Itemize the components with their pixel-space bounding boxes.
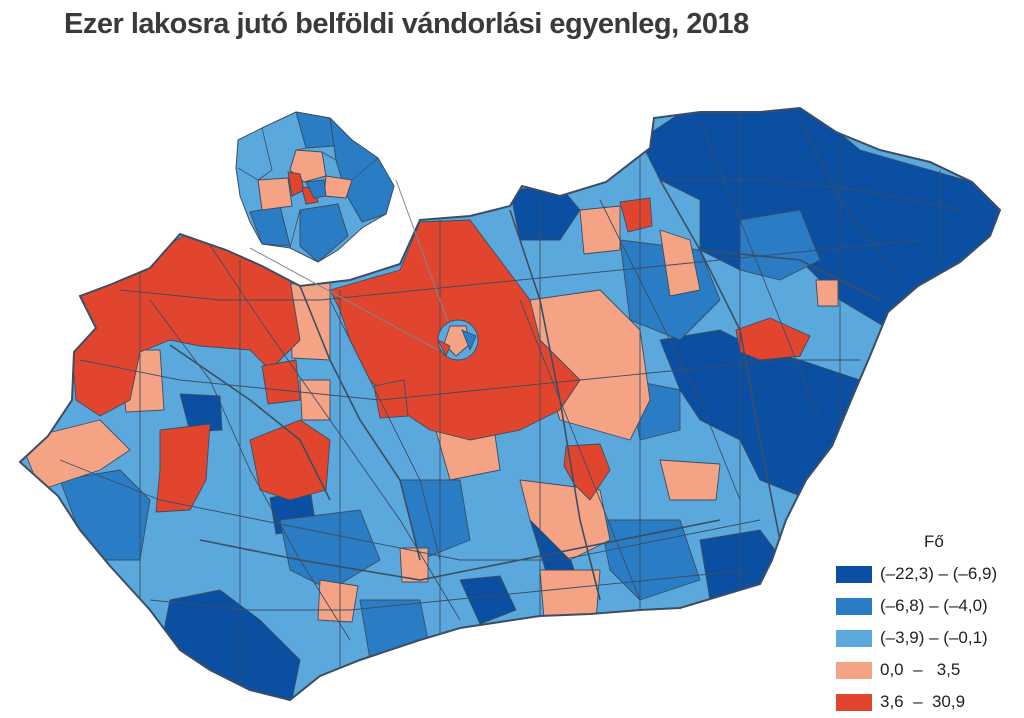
budapest-inset-borders: [237, 127, 379, 249]
district-red-szeged: [563, 443, 611, 501]
district-region-s: [459, 575, 517, 625]
budapest-inset: [235, 111, 395, 263]
district-mid-5: [599, 519, 701, 601]
legend-item: 3,6 – 30,9: [836, 686, 1016, 718]
legend-label: (–22,3) – (–6,9): [880, 564, 998, 583]
budapest-cluster: [437, 319, 479, 361]
district-salmon-9: [659, 459, 721, 501]
district-red-mid2: [261, 359, 301, 405]
budapest-inset-north: [295, 111, 335, 149]
legend-title: Fő: [924, 532, 944, 551]
legend-item: (–3,9) – (–0,1): [836, 622, 1016, 654]
legend-item: 0,0 – 3,5: [836, 654, 1016, 686]
legend-label: 3,6 – 30,9: [880, 692, 966, 711]
inset-connector-lines: [249, 179, 449, 351]
legend-swatch: [836, 693, 872, 711]
district-red-sw: [249, 419, 331, 501]
legend-swatch: [836, 565, 872, 583]
legend-item: (–6,8) – (–4,0): [836, 590, 1016, 622]
district-region-w1: [179, 393, 223, 433]
budapest-inset-south: [299, 203, 349, 263]
district-mid-9: [359, 599, 431, 661]
legend-swatch: [836, 629, 872, 647]
map-legend: Fő (–22,3) – (–6,9) (–6,8) – (–4,0) (–3,…: [836, 532, 1016, 718]
legend-label: 0,0 – 3,5: [880, 660, 961, 679]
district-salmon-4: [659, 229, 701, 297]
legend-label: (–6,8) – (–4,0): [880, 596, 988, 615]
district-salmon-8: [539, 569, 601, 621]
legend-label: (–3,9) – (–0,1): [880, 628, 988, 647]
district-red-sw2: [155, 423, 211, 513]
district-salmon-11: [399, 547, 429, 583]
budapest-inset-east: [329, 117, 395, 223]
district-mid-4: [279, 509, 381, 591]
county-borders: [169, 179, 881, 601]
legend-swatch: [836, 661, 872, 679]
district-salmon-12: [317, 579, 359, 623]
budapest-inset-mid: [305, 179, 327, 199]
district-borders: [59, 110, 961, 700]
legend-swatch: [836, 597, 872, 615]
district-salmon-14: [815, 279, 839, 307]
budapest-inset-w-salmon: [257, 177, 293, 211]
district-salmon-3: [579, 205, 621, 255]
map-title: Ezer lakosra jutó belföldi vándorlási eg…: [64, 8, 749, 40]
legend-item: (–22,3) – (–6,9): [836, 558, 1016, 590]
